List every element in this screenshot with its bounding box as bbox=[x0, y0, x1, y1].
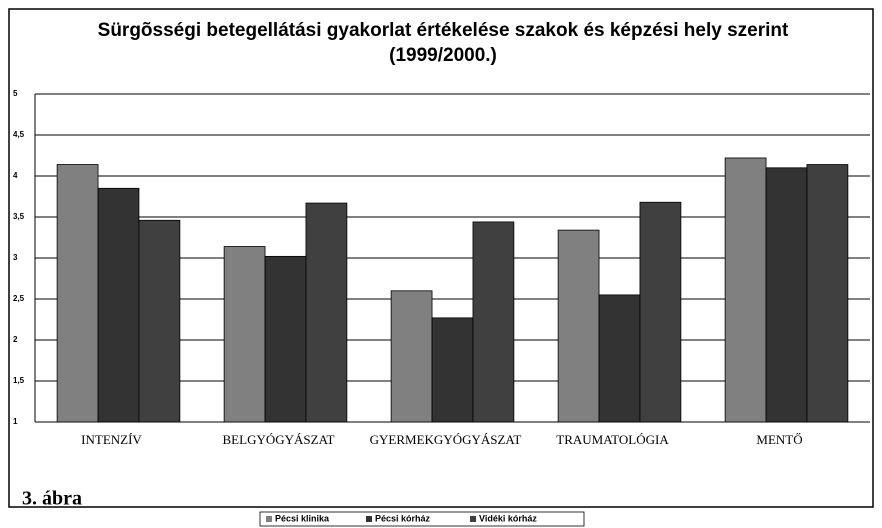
y-tick-label: 3 bbox=[13, 253, 18, 262]
x-tick-label: GYERMEKGYÓGYÁSZAT bbox=[370, 432, 522, 447]
x-tick-label: MENTŐ bbox=[756, 432, 802, 447]
legend-frame bbox=[259, 511, 585, 527]
bar bbox=[431, 317, 474, 423]
bar bbox=[765, 167, 808, 423]
bar bbox=[639, 201, 682, 423]
y-tick-label: 2 bbox=[13, 335, 18, 344]
legend-swatch bbox=[266, 516, 272, 522]
bar bbox=[390, 290, 433, 423]
y-tick-label: 1 bbox=[13, 417, 18, 426]
bar bbox=[97, 187, 140, 423]
y-tick-label: 4,5 bbox=[13, 130, 25, 139]
bar bbox=[138, 219, 181, 423]
bar bbox=[56, 164, 99, 423]
caption: 3. ábra bbox=[22, 488, 82, 510]
bar bbox=[264, 255, 307, 423]
y-tick-label: 1,5 bbox=[13, 376, 25, 385]
bar bbox=[472, 221, 515, 423]
chart-title: Sürgõsségi betegellátási gyakorlat érték… bbox=[97, 20, 789, 66]
bar bbox=[724, 157, 767, 423]
legend-swatch bbox=[470, 516, 476, 522]
y-tick-label: 5 bbox=[13, 89, 18, 98]
x-tick-label: TRAUMATOLÓGIA bbox=[556, 432, 669, 447]
y-tick-label: 2,5 bbox=[13, 294, 25, 303]
legend-label: Pécsi kórház bbox=[375, 513, 431, 523]
bar bbox=[557, 229, 600, 423]
legend-swatch bbox=[366, 516, 372, 522]
x-tick-label: BELGYÓGYÁSZAT bbox=[223, 432, 335, 447]
y-tick-label: 4 bbox=[13, 171, 18, 180]
bar bbox=[598, 294, 641, 423]
bar bbox=[806, 164, 849, 423]
legend-label: Pécsi klinika bbox=[275, 513, 330, 523]
chart-frame bbox=[8, 8, 874, 508]
bar bbox=[305, 202, 348, 423]
bar bbox=[223, 246, 266, 423]
y-tick-label: 3,5 bbox=[13, 212, 25, 221]
legend-label: Vidéki kórház bbox=[479, 513, 537, 523]
x-tick-label: INTENZÍV bbox=[81, 432, 142, 447]
